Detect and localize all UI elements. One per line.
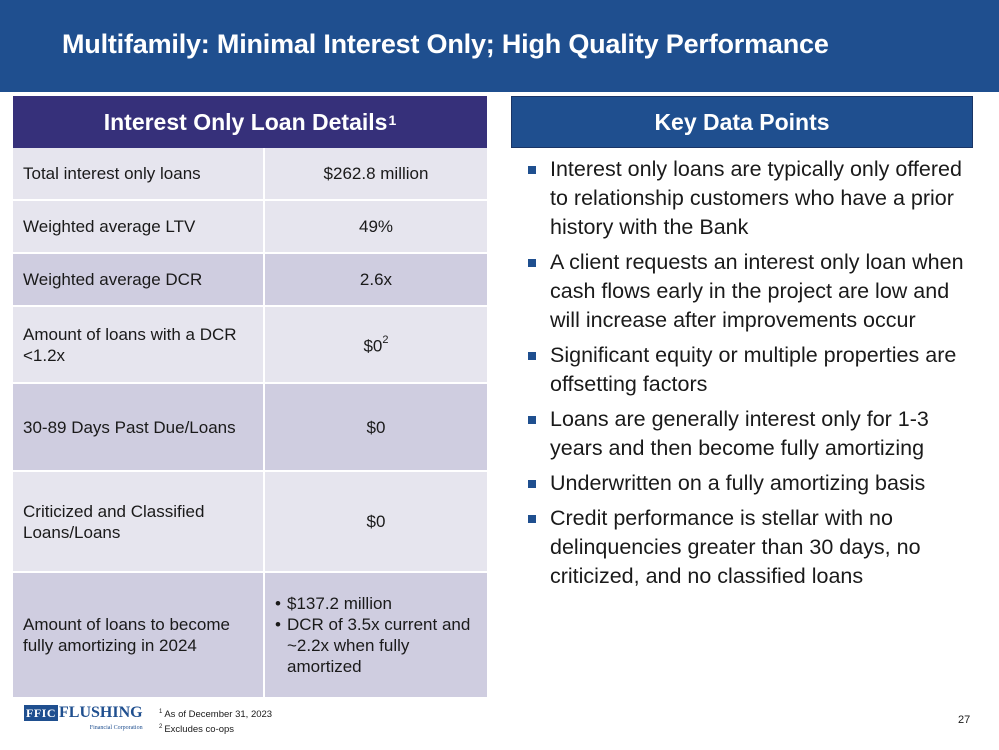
row-value: $02 xyxy=(263,306,487,384)
table-row: Total interest only loans $262.8 million xyxy=(13,148,487,201)
row-value-bullet: $137.2 million xyxy=(275,593,477,614)
square-bullet-icon xyxy=(528,259,536,267)
row-label: Weighted average DCR xyxy=(13,253,264,307)
row-label: Total interest only loans xyxy=(13,148,264,201)
loan-details-table: Total interest only loans $262.8 million… xyxy=(13,148,487,699)
title-bar: Multifamily: Minimal Interest Only; High… xyxy=(0,0,999,92)
list-item: Loans are generally interest only for 1-… xyxy=(521,405,981,463)
footnote-text: Excludes co-ops xyxy=(164,724,235,736)
row-label: Amount of loans with a DCR <1.2x xyxy=(13,306,264,384)
logo-subtitle: Financial Corporation xyxy=(89,725,143,731)
row-value-bullets: $137.2 million DCR of 3.5x current and ~… xyxy=(275,593,477,677)
table-row: Weighted average DCR 2.6x xyxy=(13,253,487,307)
footnote-number: 2 xyxy=(159,724,163,731)
list-item-text: A client requests an interest only loan … xyxy=(550,250,964,332)
row-value: 49% xyxy=(263,200,487,254)
list-item-text: Significant equity or multiple propertie… xyxy=(550,343,957,396)
footnotes: 1 As of December 31, 2023 2 Excludes co-op… xyxy=(159,706,272,736)
page-number: 27 xyxy=(958,714,971,726)
interest-only-loan-details-panel: Interest Only Loan Details 1 Total intere… xyxy=(13,96,487,699)
row-value: $262.8 million xyxy=(263,148,487,201)
row-label: Criticized and Classified Loans/Loans xyxy=(13,471,264,573)
square-bullet-icon xyxy=(528,515,536,523)
list-item: Significant equity or multiple propertie… xyxy=(521,341,981,399)
left-panel-header-text: Interest Only Loan Details xyxy=(103,108,388,135)
list-item: A client requests an interest only loan … xyxy=(521,248,981,335)
row-value: $0 xyxy=(263,471,487,573)
list-item: Interest only loans are typically only o… xyxy=(521,155,981,242)
square-bullet-icon xyxy=(528,352,536,360)
row-label: Weighted average LTV xyxy=(13,200,264,254)
right-panel-header: Key Data Points xyxy=(511,96,973,148)
list-item-text: Interest only loans are typically only o… xyxy=(550,157,962,239)
list-item: Underwritten on a fully amortizing basis xyxy=(521,469,981,498)
key-data-points-list: Interest only loans are typically only o… xyxy=(521,155,981,597)
list-item-text: Underwritten on a fully amortizing basis xyxy=(550,471,926,495)
footnote-number: 1 xyxy=(159,709,163,715)
left-panel-header: Interest Only Loan Details 1 xyxy=(13,96,487,148)
footnote: 1 As of December 31, 2023 xyxy=(159,706,272,721)
row-value: $0 xyxy=(263,383,487,472)
table-row: Criticized and Classified Loans/Loans $0 xyxy=(13,471,487,573)
row-value-footnote: 2 xyxy=(382,334,389,347)
logo-ffic-box: FFIC xyxy=(24,705,58,721)
square-bullet-icon xyxy=(528,166,536,174)
table-row: 30-89 Days Past Due/Loans $0 xyxy=(13,383,487,472)
flushing-logo: FFIC FLUSHING Financial Corporation xyxy=(24,704,143,732)
table-row: Amount of loans to become fully amortizi… xyxy=(13,572,487,699)
list-item: Credit performance is stellar with no de… xyxy=(521,504,981,591)
table-row: Amount of loans with a DCR <1.2x $02 xyxy=(13,306,487,384)
logo-wordmark: FLUSHING Financial Corporation xyxy=(59,704,143,732)
table-row: Weighted average LTV 49% xyxy=(13,200,487,254)
footnote: 2 Excludes co-ops xyxy=(159,721,272,736)
list-item-text: Loans are generally interest only for 1-… xyxy=(550,407,929,460)
row-label: Amount of loans to become fully amortizi… xyxy=(13,572,264,699)
square-bullet-icon xyxy=(528,416,536,424)
footnote-text: As of December 31, 2023 xyxy=(164,709,273,721)
list-item-text: Credit performance is stellar with no de… xyxy=(550,506,921,588)
row-value: 2.6x xyxy=(263,253,487,307)
logo-word-text: FLUSHING xyxy=(59,704,143,721)
row-value: $137.2 million DCR of 3.5x current and ~… xyxy=(263,572,487,699)
right-panel-header-text: Key Data Points xyxy=(654,108,830,135)
square-bullet-icon xyxy=(528,480,536,488)
slide-title: Multifamily: Minimal Interest Only; High… xyxy=(62,29,829,59)
row-value-text: $0 xyxy=(363,336,383,356)
row-value-bullet: DCR of 3.5x current and ~2.2x when fully… xyxy=(275,614,477,677)
left-panel-header-footnote: 1 xyxy=(388,112,397,128)
row-label: 30-89 Days Past Due/Loans xyxy=(13,383,264,472)
